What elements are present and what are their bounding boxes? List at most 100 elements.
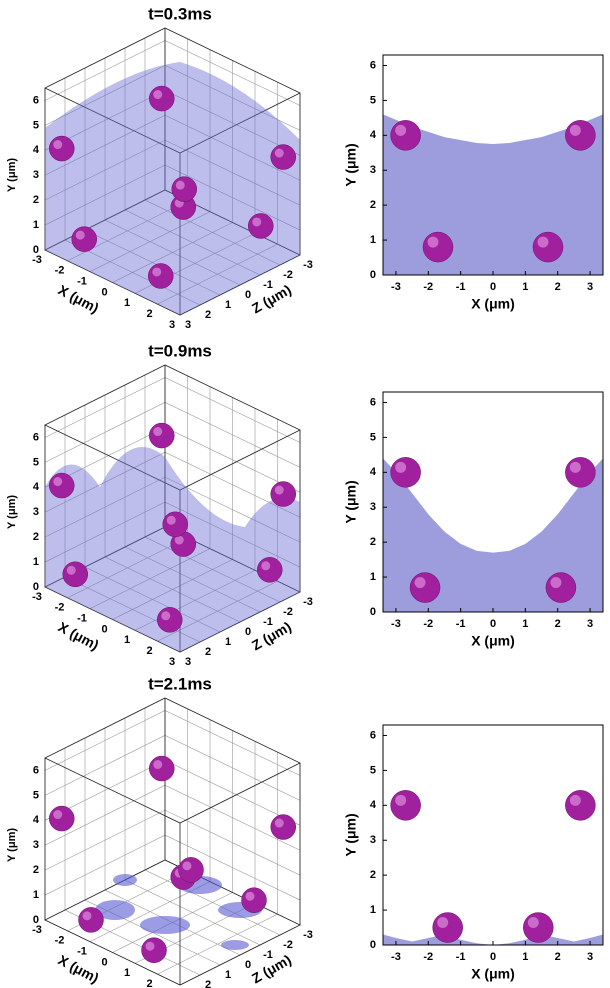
x-tick-label: 2 (555, 951, 561, 963)
y-tick-label: 6 (370, 59, 376, 71)
particle (422, 231, 454, 263)
particle (390, 790, 421, 821)
y-tick-label: 3 (33, 169, 39, 181)
plot-frame (382, 724, 604, 946)
z-tick-label: -3 (303, 596, 313, 608)
y-tick-label: 0 (33, 581, 39, 593)
y-tick-label: 6 (33, 431, 39, 443)
y-tick-label: 0 (33, 244, 39, 256)
y-tick-label: 2 (33, 864, 39, 876)
z-tick-label: -1 (263, 616, 273, 628)
y-axis-label: Y (μm) (343, 480, 359, 523)
particle (545, 572, 577, 603)
particle-highlight (274, 148, 284, 158)
y-tick-label: 1 (33, 219, 39, 231)
particle-highlight (569, 124, 581, 136)
y-tick-label: 1 (370, 234, 376, 246)
grid-line (44, 809, 301, 876)
marks: -3 -2 -1 0 1 2 3 0 1 2 3 4 5 6 X (μm) Y (μm) (343, 54, 604, 312)
particle-highlight (395, 794, 407, 806)
particle-highlight (174, 535, 184, 545)
particle-highlight (53, 810, 63, 820)
x-tick-label: -2 (423, 618, 433, 630)
y-tick-label: 5 (370, 764, 376, 776)
x-tick-label: -3 (391, 281, 401, 293)
y-tick-label: 4 (33, 814, 40, 826)
y-tick-label: 4 (33, 144, 40, 156)
y-tick-label: 0 (370, 269, 376, 281)
y-tick-label: 2 (33, 531, 39, 543)
x-axis-label: X (μm) (471, 966, 515, 982)
y-tick-label: 2 (33, 194, 39, 206)
particle-highlight (537, 236, 549, 248)
particle (162, 511, 188, 538)
particle (149, 422, 175, 449)
chart-title: t=0.3ms (148, 4, 212, 23)
y-tick-label: 4 (370, 799, 377, 811)
particle (270, 481, 296, 507)
particle-highlight (427, 236, 439, 248)
particle-highlight (550, 577, 562, 589)
particle-highlight (261, 561, 271, 571)
y-tick-label: 2 (370, 199, 376, 211)
particle-highlight (569, 794, 581, 806)
x-tick-label: 3 (587, 618, 593, 630)
box-edge (44, 189, 301, 316)
z-tick-label: -3 (303, 929, 313, 941)
particle-highlight (175, 180, 185, 190)
z-tick-label: -2 (283, 606, 293, 618)
particle-highlight (82, 911, 92, 921)
particle (78, 907, 104, 933)
y-tick-label: 6 (33, 94, 39, 106)
y-tick-label: 3 (33, 839, 39, 851)
particle (241, 887, 267, 913)
z-tick-label: -1 (263, 949, 273, 961)
z-tick-label: 2 (205, 979, 211, 988)
x-tick-label: -2 (55, 602, 65, 614)
grid (44, 364, 301, 653)
x-tick-label: 3 (169, 319, 175, 331)
particle-highlight (161, 611, 171, 621)
particle (565, 120, 596, 151)
particle-highlight (153, 427, 163, 437)
z-tick-label: -3 (303, 259, 313, 271)
x-tick-label: -1 (77, 946, 87, 958)
x-tick-label: -2 (55, 935, 65, 947)
x-tick-label: 2 (146, 645, 152, 657)
y-axis-label: Y (μm) (6, 828, 18, 862)
y-tick-label: 5 (33, 456, 39, 468)
z-tick-label: 0 (245, 959, 251, 971)
box-edge (44, 364, 301, 491)
x-tick-label: -3 (32, 924, 42, 936)
particle (523, 912, 554, 943)
particle-highlight (569, 461, 581, 473)
liquid-surface (95, 874, 262, 950)
y-tick-label: 4 (370, 466, 377, 478)
y-tick-label: 5 (33, 119, 39, 131)
particle (171, 176, 197, 202)
panel: -3 -2 -1 0 1 2 3 0 1 2 3 4 5 6 X (μm) Y (μm) (343, 54, 604, 312)
x-axis-label: X (μm) (471, 633, 515, 649)
x-tick-label: 3 (169, 656, 175, 668)
x-tick-label: -3 (391, 951, 401, 963)
y-tick-label: 1 (370, 571, 376, 583)
chart-title: t=2.1ms (148, 674, 212, 693)
x-tick-label: -1 (456, 951, 466, 963)
particle (148, 263, 174, 289)
box-edge (44, 526, 301, 653)
grid-line (44, 784, 301, 851)
y-axis-label: Y (μm) (6, 495, 18, 529)
particle-highlight (153, 90, 163, 100)
particle-highlight (274, 818, 284, 828)
particle (71, 226, 97, 252)
x-tick-label: -1 (77, 613, 87, 625)
particle-highlight (414, 577, 426, 589)
particle-highlight (75, 230, 85, 240)
x-tick-label: -1 (456, 281, 466, 293)
particle (532, 231, 564, 263)
x-tick-label: 1 (522, 281, 528, 293)
